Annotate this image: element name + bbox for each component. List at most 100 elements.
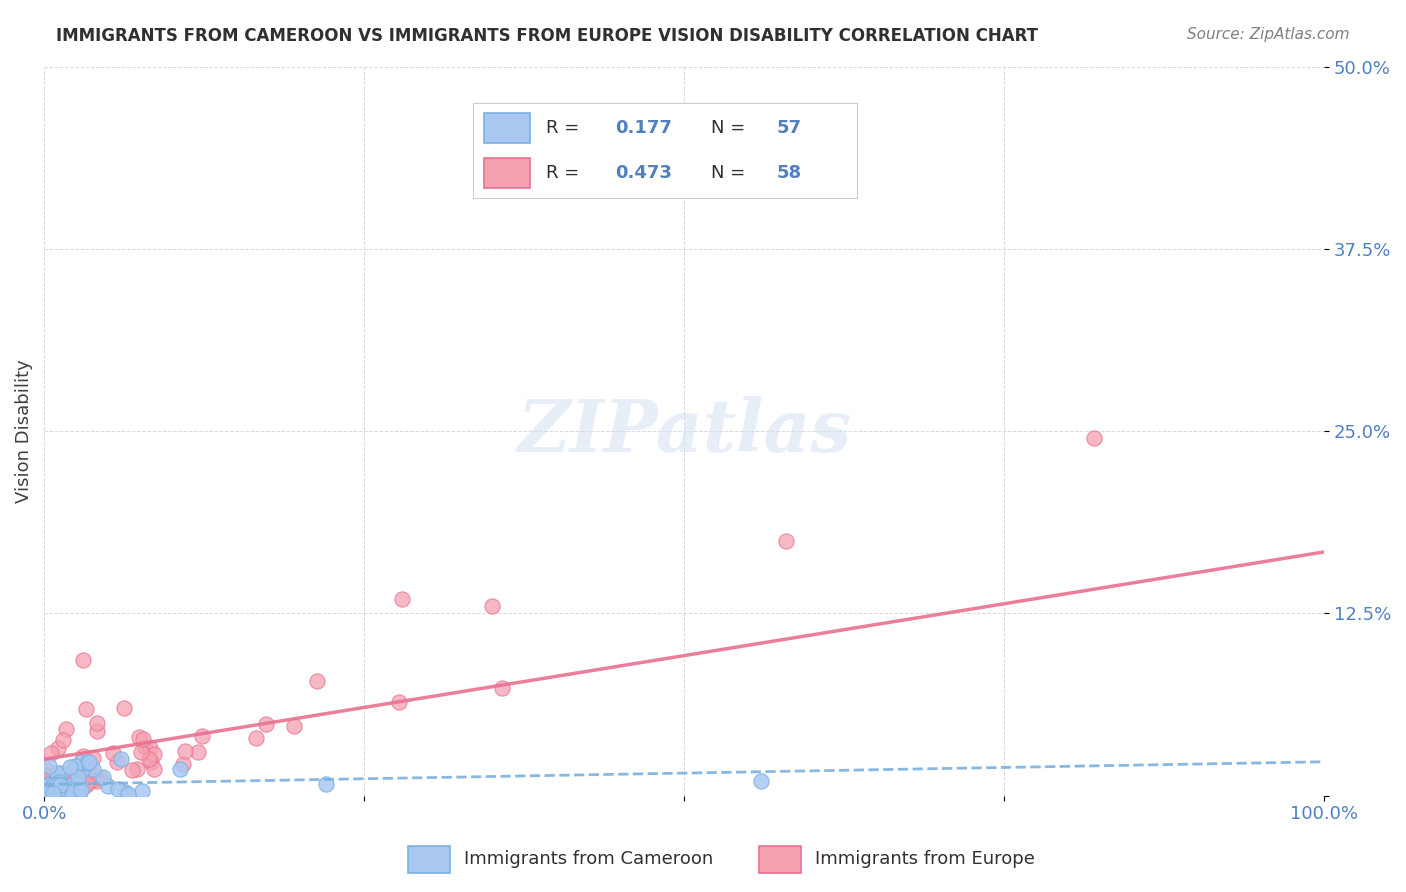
Point bbox=[48, 779, 70, 793]
Point bbox=[315, 777, 337, 791]
Point bbox=[775, 533, 797, 548]
Point bbox=[387, 695, 409, 709]
Point bbox=[38, 786, 60, 800]
Point bbox=[34, 778, 56, 792]
Point bbox=[481, 599, 503, 614]
FancyBboxPatch shape bbox=[408, 847, 450, 873]
Point bbox=[132, 732, 155, 747]
Point bbox=[44, 784, 66, 798]
Point bbox=[143, 762, 166, 776]
Point bbox=[56, 781, 79, 796]
Point bbox=[128, 730, 150, 744]
Point bbox=[139, 740, 162, 755]
Point bbox=[70, 763, 93, 777]
Point bbox=[121, 764, 143, 778]
Point bbox=[139, 755, 162, 769]
Point bbox=[34, 762, 56, 776]
Point bbox=[76, 756, 98, 770]
Point bbox=[44, 777, 66, 791]
Point bbox=[283, 718, 305, 732]
Point bbox=[66, 776, 89, 790]
Point bbox=[82, 772, 104, 787]
Point bbox=[41, 780, 63, 795]
Point bbox=[45, 783, 67, 797]
Point bbox=[82, 751, 104, 765]
Point bbox=[307, 674, 329, 689]
Point bbox=[34, 787, 56, 801]
Point bbox=[103, 746, 125, 760]
Point bbox=[245, 731, 267, 745]
Point bbox=[107, 755, 129, 769]
Point bbox=[46, 783, 69, 797]
Point bbox=[42, 781, 65, 796]
Point bbox=[53, 781, 76, 796]
Point bbox=[37, 787, 59, 801]
Point bbox=[42, 786, 65, 800]
Point bbox=[254, 717, 277, 731]
Point bbox=[391, 591, 413, 606]
Point bbox=[34, 784, 56, 798]
Point bbox=[39, 746, 62, 760]
Point bbox=[63, 769, 86, 783]
Point bbox=[37, 777, 59, 791]
Text: Source: ZipAtlas.com: Source: ZipAtlas.com bbox=[1187, 27, 1350, 42]
Point bbox=[49, 778, 72, 792]
Point bbox=[46, 741, 69, 756]
Point bbox=[34, 787, 56, 801]
Point bbox=[86, 715, 108, 730]
Text: Immigrants from Cameroon: Immigrants from Cameroon bbox=[464, 849, 713, 868]
Point bbox=[131, 745, 153, 759]
Point bbox=[52, 733, 75, 747]
Point bbox=[77, 763, 100, 777]
Point bbox=[86, 724, 108, 739]
Point bbox=[172, 756, 194, 771]
Point bbox=[70, 782, 93, 797]
FancyBboxPatch shape bbox=[759, 847, 801, 873]
Point bbox=[41, 780, 63, 794]
Point bbox=[1083, 432, 1105, 446]
Text: Immigrants from Europe: Immigrants from Europe bbox=[815, 849, 1035, 868]
Point bbox=[70, 755, 93, 769]
Point bbox=[89, 771, 111, 785]
Point bbox=[86, 774, 108, 789]
Point bbox=[46, 777, 69, 791]
Point bbox=[67, 780, 90, 794]
Point bbox=[91, 770, 114, 784]
Point bbox=[52, 778, 75, 792]
Point bbox=[63, 758, 86, 772]
Point bbox=[107, 781, 129, 796]
Point bbox=[46, 787, 69, 801]
Point bbox=[77, 755, 100, 769]
Point bbox=[143, 747, 166, 761]
Point bbox=[49, 778, 72, 792]
Point bbox=[35, 787, 58, 801]
Point bbox=[72, 749, 94, 764]
Point bbox=[76, 764, 98, 778]
Point bbox=[42, 776, 65, 790]
Point bbox=[75, 702, 97, 716]
Y-axis label: Vision Disability: Vision Disability bbox=[15, 359, 32, 503]
Point bbox=[59, 760, 82, 774]
Point bbox=[134, 739, 156, 754]
Point bbox=[114, 700, 136, 714]
Point bbox=[72, 653, 94, 667]
Point bbox=[46, 766, 69, 780]
Point bbox=[34, 768, 56, 782]
Point bbox=[42, 769, 65, 783]
Point bbox=[173, 744, 195, 758]
Point bbox=[131, 784, 153, 798]
Point bbox=[67, 787, 90, 801]
Point bbox=[491, 681, 513, 695]
Point bbox=[53, 774, 76, 789]
Point bbox=[34, 787, 56, 801]
Point bbox=[69, 774, 91, 789]
Text: IMMIGRANTS FROM CAMEROON VS IMMIGRANTS FROM EUROPE VISION DISABILITY CORRELATION: IMMIGRANTS FROM CAMEROON VS IMMIGRANTS F… bbox=[56, 27, 1038, 45]
Point bbox=[37, 778, 59, 792]
Point bbox=[49, 783, 72, 797]
Point bbox=[38, 759, 60, 773]
Point bbox=[749, 774, 772, 789]
Point bbox=[117, 787, 139, 801]
Point bbox=[66, 770, 89, 784]
Point bbox=[114, 785, 136, 799]
Point bbox=[37, 786, 59, 800]
